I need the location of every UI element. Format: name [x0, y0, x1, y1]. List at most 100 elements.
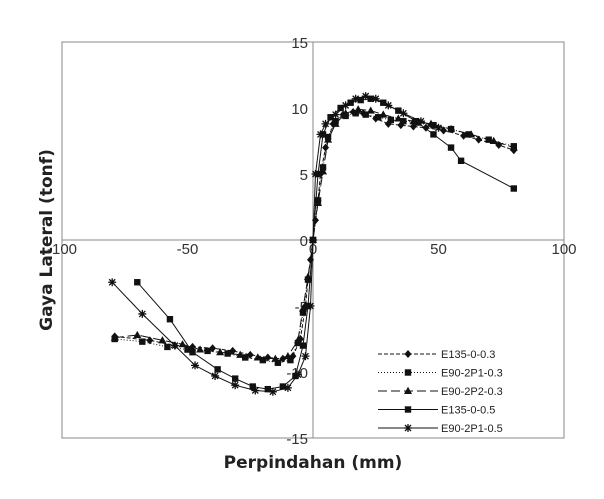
legend-marker — [404, 406, 412, 413]
data-point — [209, 344, 217, 353]
legend-box — [372, 336, 550, 432]
data-point — [271, 354, 280, 362]
data-point — [133, 330, 142, 339]
data-point — [371, 94, 380, 103]
data-point — [264, 353, 272, 362]
data-point — [316, 130, 325, 139]
data-point — [283, 351, 292, 360]
legend-entry: E135-0-0.3 — [378, 349, 495, 361]
data-point — [287, 356, 294, 364]
data-point — [231, 375, 239, 382]
data-point — [475, 135, 483, 144]
data-point — [134, 279, 141, 286]
data-point — [362, 111, 369, 118]
data-point — [110, 333, 119, 341]
y-tick-label: 15 — [291, 35, 308, 52]
data-point — [367, 95, 374, 102]
data-point — [361, 92, 370, 101]
x-tick-label: -50 — [177, 241, 199, 258]
series-5 — [108, 92, 443, 396]
x-tick-label: -100 — [47, 241, 77, 258]
data-point — [214, 366, 221, 373]
legend-entry: E135-0-0.5 — [378, 405, 495, 417]
data-point — [299, 309, 307, 316]
data-point — [189, 349, 196, 356]
data-point — [510, 185, 517, 192]
data-point — [299, 342, 307, 349]
y-tick-label: 10 — [291, 101, 308, 118]
data-point — [306, 302, 315, 310]
data-point — [489, 136, 498, 144]
legend-label: E135-0-0.3 — [441, 349, 495, 361]
data-point — [158, 336, 167, 344]
data-point — [264, 385, 272, 393]
data-point — [321, 119, 330, 128]
data-point — [196, 345, 205, 353]
data-point — [216, 348, 225, 356]
data-point — [341, 109, 350, 117]
y-tick-label: 0 — [300, 233, 308, 250]
data-point — [379, 110, 388, 118]
data-point — [426, 119, 435, 127]
legend-entry: E90-2P1-0.5 — [378, 423, 503, 435]
data-point — [311, 170, 320, 178]
data-point — [191, 361, 200, 370]
data-point — [327, 114, 334, 121]
data-point — [298, 304, 307, 312]
y-tick-label: 5 — [300, 167, 308, 184]
data-point — [357, 96, 364, 104]
legend-marker — [404, 386, 412, 394]
data-point — [251, 386, 260, 395]
data-point — [242, 354, 249, 361]
data-point — [457, 157, 465, 164]
data-point — [139, 338, 146, 345]
legend-label: E90-2P1-0.5 — [441, 423, 503, 435]
data-point — [467, 130, 476, 138]
data-point — [430, 131, 437, 138]
x-tick-label: 100 — [551, 241, 576, 258]
data-point — [309, 236, 317, 244]
x-axis-label: Perpindahan (mm) — [224, 453, 403, 473]
data-point — [447, 124, 456, 133]
legend-marker — [404, 424, 412, 432]
data-point — [387, 116, 395, 124]
data-point — [465, 131, 472, 138]
data-point — [246, 350, 254, 359]
data-point — [293, 370, 302, 379]
data-point — [249, 383, 256, 390]
data-point — [274, 359, 282, 366]
data-point — [178, 340, 187, 348]
data-point — [164, 343, 171, 351]
data-point — [166, 316, 174, 323]
data-point — [293, 336, 302, 344]
data-point — [399, 109, 408, 118]
data-point — [231, 381, 240, 390]
data-point — [184, 346, 191, 353]
data-point — [236, 350, 245, 358]
legend-entry: E90-2P1-0.3 — [378, 368, 503, 380]
data-point — [509, 143, 518, 151]
data-point — [416, 117, 425, 126]
data-point — [283, 383, 292, 392]
data-point — [211, 371, 220, 380]
data-point — [268, 387, 277, 396]
data-point — [366, 106, 375, 114]
y-axis-label: Gaya Lateral (tonf) — [37, 149, 57, 331]
data-point — [253, 353, 262, 361]
data-point — [351, 94, 360, 103]
data-point — [400, 118, 407, 125]
data-point — [259, 356, 266, 364]
data-point — [229, 346, 237, 355]
data-point — [279, 383, 287, 390]
y-tick-label: -15 — [286, 431, 308, 448]
data-point — [331, 110, 340, 119]
legend-label: E90-2P1-0.3 — [441, 368, 503, 380]
data-point — [331, 119, 340, 127]
legend-entry: E90-2P2-0.3 — [378, 386, 503, 398]
series-layer — [108, 92, 518, 396]
data-point — [108, 278, 117, 287]
data-point — [354, 105, 363, 113]
data-point — [384, 101, 393, 110]
x-tick-label: 50 — [430, 241, 447, 258]
